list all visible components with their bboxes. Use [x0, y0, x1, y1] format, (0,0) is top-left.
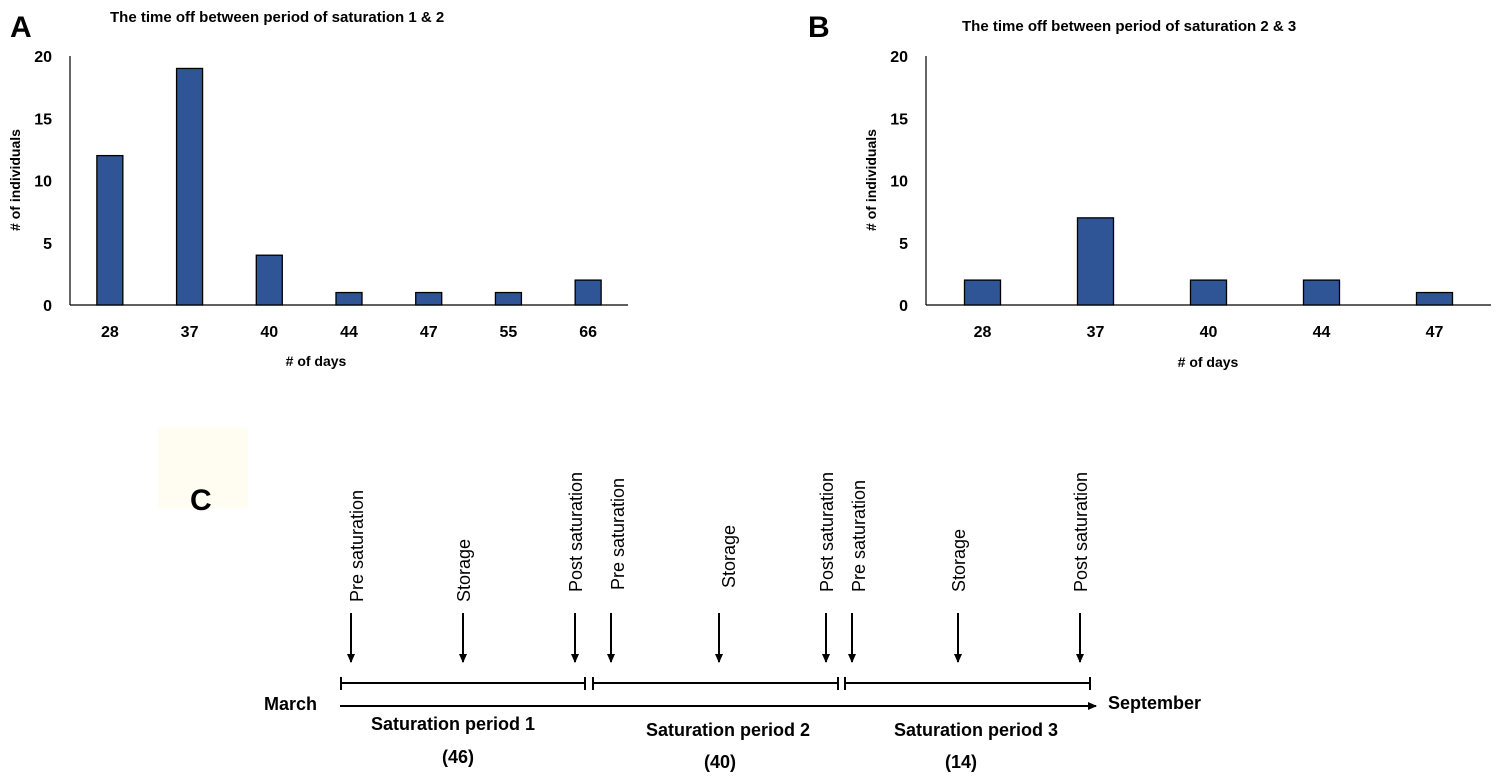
chart-b-y-ticks: 0 5 10 15 20 — [890, 49, 908, 315]
panel-letter-a: A — [10, 11, 32, 44]
bar-28 — [96, 154, 124, 306]
event-arrows — [347, 613, 1084, 663]
chart-a-bars — [96, 67, 602, 306]
bar-47 — [1415, 291, 1454, 306]
y-tick-label: 20 — [34, 49, 52, 66]
bar-47 — [415, 291, 443, 306]
bar-66 — [574, 279, 602, 306]
event-labels: Pre saturation Storage Post saturation P… — [347, 472, 1091, 602]
y-tick-label: 15 — [890, 111, 908, 128]
bar-40 — [1189, 279, 1228, 306]
period-1-duration: (46) — [442, 747, 474, 767]
x-tick-label: 47 — [420, 324, 438, 341]
x-tick-label: 66 — [579, 324, 597, 341]
chart-b-xlabel: # of days — [1178, 354, 1239, 370]
panel-letter-b: B — [808, 11, 830, 44]
bar-55 — [494, 291, 523, 306]
period-2-bracket — [592, 677, 839, 690]
y-tick-label: 10 — [890, 174, 908, 191]
chart-a-x-ticks: 28 37 40 44 47 55 66 — [101, 324, 597, 341]
chart-a-xlabel: # of days — [286, 353, 347, 369]
period-3-name: Saturation period 3 — [894, 720, 1058, 740]
label-p2-pre: Pre saturation — [608, 478, 628, 590]
bar-28 — [963, 279, 1002, 306]
chart-a-y-ticks: 0 5 10 15 20 — [34, 49, 52, 315]
chart-b-ylabel: # of individuals — [863, 129, 879, 231]
period-2-duration: (40) — [704, 752, 736, 772]
x-tick-label: 37 — [181, 324, 199, 341]
x-tick-label: 37 — [1087, 324, 1105, 341]
y-tick-label: 5 — [899, 236, 908, 253]
y-tick-label: 20 — [890, 49, 908, 66]
chart-b: B The time off between period of saturat… — [808, 11, 1491, 370]
chart-a-ylabel: # of individuals — [7, 129, 23, 231]
timeline: C March September — [158, 428, 1201, 772]
x-tick-label: 28 — [974, 324, 992, 341]
period-1-name: Saturation period 1 — [371, 714, 535, 734]
period-labels: Saturation period 1 (46) Saturation peri… — [371, 714, 1058, 772]
label-p2-storage: Storage — [719, 525, 739, 588]
y-tick-label: 0 — [899, 298, 908, 315]
label-p1-post: Post saturation — [566, 472, 586, 592]
timeline-end-label: September — [1108, 693, 1201, 713]
bar-37 — [1076, 217, 1115, 306]
y-tick-label: 15 — [34, 111, 52, 128]
bar-44 — [1302, 279, 1341, 306]
x-tick-label: 40 — [260, 324, 278, 341]
x-tick-label: 44 — [340, 324, 358, 341]
chart-a: A The time off between period of saturat… — [7, 9, 628, 369]
bar-40 — [255, 254, 283, 306]
panel-letter-c: C — [190, 484, 212, 517]
timeline-start-label: March — [264, 694, 317, 714]
bar-44 — [335, 291, 363, 306]
label-p3-post: Post saturation — [1071, 472, 1091, 592]
x-tick-label: 40 — [1200, 324, 1218, 341]
period-1-bracket — [340, 677, 586, 690]
label-p1-pre: Pre saturation — [347, 490, 367, 602]
y-tick-label: 0 — [43, 298, 52, 315]
x-tick-label: 47 — [1426, 324, 1444, 341]
period-3-duration: (14) — [945, 752, 977, 772]
x-tick-label: 28 — [101, 324, 119, 341]
period-3-bracket — [844, 677, 1091, 690]
y-tick-label: 10 — [34, 174, 52, 191]
label-p1-storage: Storage — [454, 539, 474, 602]
period-2-name: Saturation period 2 — [646, 720, 810, 740]
chart-a-title: The time off between period of saturatio… — [110, 9, 444, 26]
label-p2-post: Post saturation — [817, 472, 837, 592]
panel-c-label-box — [158, 428, 248, 508]
y-tick-label: 5 — [43, 236, 52, 253]
chart-b-bars — [963, 217, 1454, 306]
label-p3-pre: Pre saturation — [849, 480, 869, 592]
bar-37 — [175, 67, 204, 306]
x-tick-label: 44 — [1313, 324, 1331, 341]
x-tick-label: 55 — [500, 324, 518, 341]
chart-b-title: The time off between period of saturatio… — [962, 18, 1296, 35]
chart-b-x-ticks: 28 37 40 44 47 — [974, 324, 1444, 341]
label-p3-storage: Storage — [949, 529, 969, 592]
